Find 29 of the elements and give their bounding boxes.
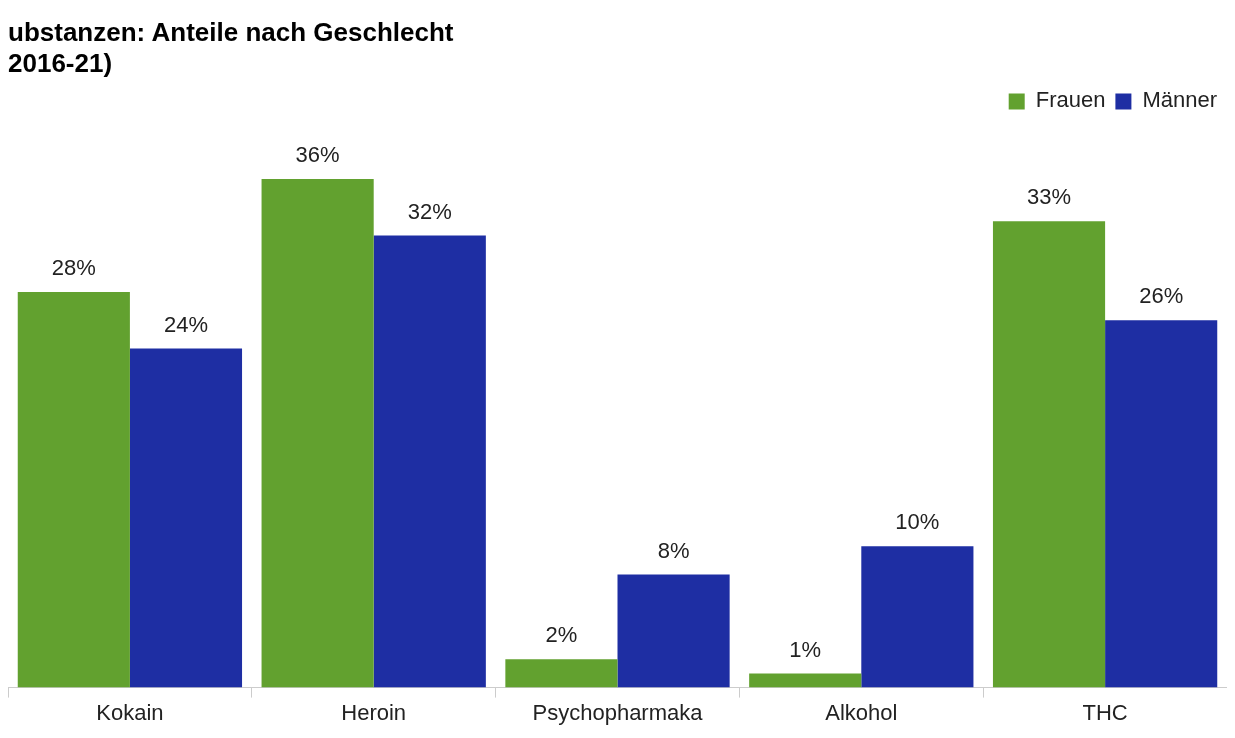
bar <box>749 673 862 688</box>
data-label: 36% <box>295 141 340 167</box>
bar <box>992 221 1106 688</box>
data-label: 26% <box>1139 283 1184 309</box>
data-label: 8% <box>657 537 690 563</box>
x-tick-label: THC <box>1082 699 1128 725</box>
bar <box>861 546 974 688</box>
bar <box>17 291 130 688</box>
x-tick-label: Heroin <box>341 699 407 725</box>
bar <box>505 659 618 688</box>
data-label: 28% <box>51 255 96 281</box>
bar <box>129 348 243 688</box>
bar <box>1105 320 1218 688</box>
bar <box>261 178 374 688</box>
bar <box>617 574 730 688</box>
x-tick-label: Psychopharmaka <box>532 699 704 725</box>
x-tick-label: Alkohol <box>825 699 898 725</box>
legend-label: Männer <box>1142 87 1217 113</box>
x-tick-label: Kokain <box>96 699 164 725</box>
chart-title: ubstanzen: Anteile nach Geschlecht <box>8 16 454 47</box>
bar <box>373 235 486 688</box>
chart-subtitle: 2016-21) <box>8 47 113 78</box>
data-label: 2% <box>545 622 578 648</box>
data-label: 10% <box>895 509 940 535</box>
legend-label: Frauen <box>1035 87 1106 113</box>
data-label: 1% <box>789 636 822 662</box>
data-label: 32% <box>407 198 452 224</box>
data-label: 33% <box>1027 184 1072 210</box>
data-label: 24% <box>163 311 208 337</box>
